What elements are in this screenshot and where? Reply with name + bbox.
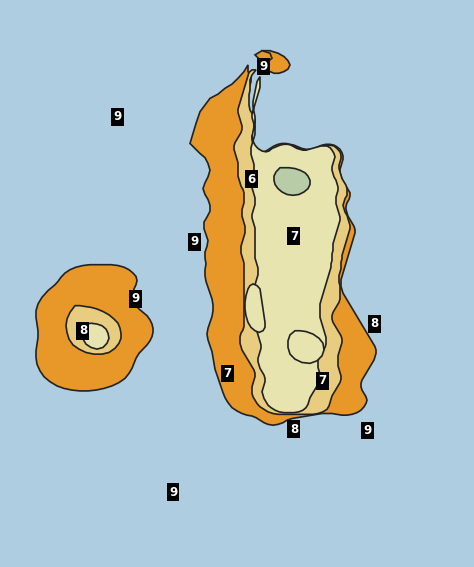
Polygon shape (234, 70, 350, 414)
Text: 7: 7 (290, 230, 298, 243)
Text: 9: 9 (363, 424, 372, 437)
Text: 9: 9 (113, 110, 122, 123)
Polygon shape (251, 77, 340, 413)
Text: 9: 9 (190, 235, 199, 248)
Text: 8: 8 (290, 422, 298, 435)
Polygon shape (274, 168, 310, 195)
Polygon shape (288, 331, 324, 363)
Polygon shape (82, 323, 109, 349)
Text: 9: 9 (131, 292, 139, 305)
Polygon shape (245, 284, 265, 332)
Polygon shape (190, 65, 376, 425)
Polygon shape (36, 265, 153, 391)
Text: 9: 9 (259, 60, 267, 73)
Text: 8: 8 (79, 324, 87, 337)
Polygon shape (66, 306, 121, 354)
Text: 6: 6 (247, 173, 255, 186)
Polygon shape (255, 50, 272, 62)
Polygon shape (262, 50, 290, 73)
Text: 8: 8 (370, 318, 379, 331)
Text: 7: 7 (223, 367, 232, 380)
Text: 9: 9 (169, 485, 177, 498)
Text: 7: 7 (318, 374, 327, 387)
